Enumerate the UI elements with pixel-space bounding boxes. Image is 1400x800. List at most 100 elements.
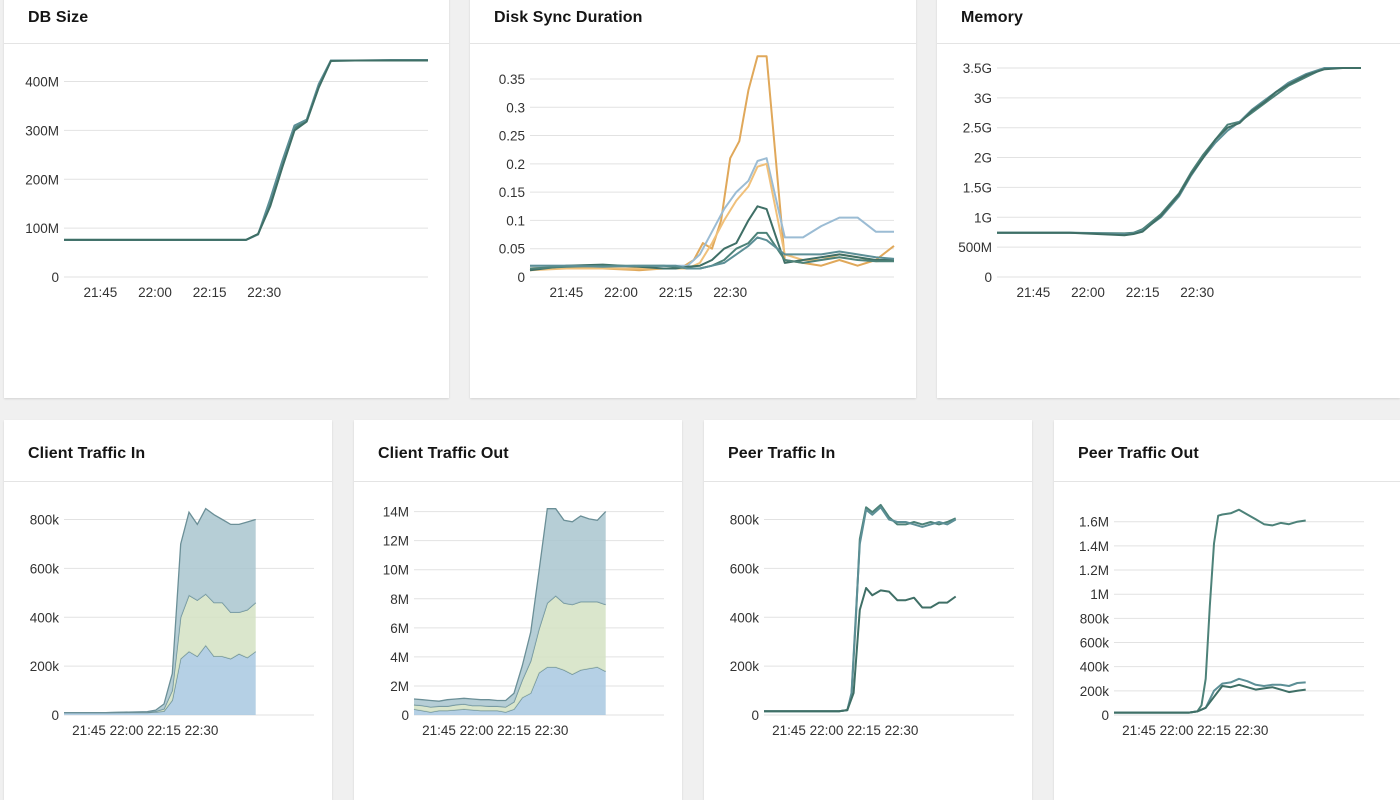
y-tick-label: 8M bbox=[390, 592, 409, 607]
x-tick-label: 21:45 bbox=[422, 723, 456, 738]
area-series-2 bbox=[64, 594, 256, 713]
y-tick-label: 0.05 bbox=[499, 242, 525, 257]
x-tick-label: 22:15 bbox=[847, 723, 881, 738]
chart-card-peer-in: Peer Traffic In 0 200k 400k 600k 800k 21:45 22… bbox=[704, 420, 1032, 800]
y-tick-label: 2G bbox=[974, 151, 992, 166]
y-tick-label: 1.5G bbox=[963, 180, 992, 195]
chart-plot: 0 0.05 0.1 0.15 0.2 0.25 0.3 0.35 21:45 22:00 22:1… bbox=[499, 55, 895, 300]
x-tick-label: 22:15 bbox=[659, 285, 693, 300]
x-tick-label: 22:30 bbox=[247, 285, 281, 300]
chart-card-memory: Memory 0 500M 1G 1.5G 2G 2.5G 3G 3.5G 21:45 22:00… bbox=[937, 0, 1400, 398]
y-tick-label: 1M bbox=[1090, 587, 1109, 602]
y-tick-label: 400k bbox=[730, 610, 760, 625]
y-tick-label: 0 bbox=[517, 270, 525, 285]
y-tick-label: 400M bbox=[25, 75, 59, 90]
card-divider bbox=[4, 481, 332, 482]
x-tick-label: 22:00 bbox=[604, 285, 638, 300]
line-series-1 bbox=[64, 59, 428, 241]
x-tick-label: 22:15 bbox=[193, 285, 227, 300]
y-tick-label: 0 bbox=[984, 270, 992, 285]
x-tick-label: 22:00 bbox=[138, 285, 172, 300]
y-tick-label: 1.6M bbox=[1079, 515, 1109, 530]
line-series-1 bbox=[997, 67, 1361, 235]
area-series-3 bbox=[414, 508, 606, 707]
y-tick-label: 1G bbox=[974, 210, 992, 225]
y-tick-label: 200k bbox=[30, 659, 60, 674]
area-series-2 bbox=[414, 595, 606, 713]
y-tick-label: 400k bbox=[30, 610, 60, 625]
x-tick-label: 22:30 bbox=[1235, 723, 1269, 738]
y-tick-label: 1.2M bbox=[1079, 563, 1109, 578]
card-divider bbox=[937, 43, 1400, 44]
area-series-1 bbox=[64, 645, 256, 715]
x-tick-label: 22:00 bbox=[460, 723, 494, 738]
area-series-1 bbox=[414, 667, 606, 715]
line-series-2 bbox=[64, 59, 428, 241]
area-series-3-edge bbox=[64, 507, 256, 714]
x-tick-label: 22:00 bbox=[110, 723, 144, 738]
x-tick-label: 22:30 bbox=[185, 723, 219, 738]
x-tick-label: 22:30 bbox=[885, 723, 919, 738]
y-tick-label: 0.25 bbox=[499, 129, 525, 144]
chart-plot: 0 200k 400k 600k 800k 1M 1.2M 1.4M 1.6M 21:45 22:0… bbox=[1079, 508, 1364, 738]
chart-plot: 0 2M 4M 6M 8M 10M 12M 14M 21:45 22:00 22:15 22:30 bbox=[383, 505, 664, 738]
x-tick-label: 21:45 bbox=[84, 285, 118, 300]
chart-plot: 0 500M 1G 1.5G 2G 2.5G 3G 3.5G 21:45 22:00 22:15 22… bbox=[958, 61, 1361, 300]
area-series-3 bbox=[64, 508, 256, 713]
x-tick-label: 22:15 bbox=[1197, 723, 1231, 738]
chart-plot: 0 100M 200M 300M 400M 21:45 22:00 22:15 22:30 bbox=[25, 59, 428, 300]
y-tick-label: 0.1 bbox=[506, 213, 525, 228]
card-divider bbox=[4, 43, 449, 44]
y-tick-label: 0.2 bbox=[506, 157, 525, 172]
y-tick-label: 800k bbox=[30, 513, 60, 528]
chart-title: Peer Traffic Out bbox=[1078, 445, 1199, 462]
chart-title: Memory bbox=[961, 9, 1023, 26]
y-tick-label: 200M bbox=[25, 172, 59, 187]
y-tick-label: 500M bbox=[958, 240, 992, 255]
chart-title: DB Size bbox=[28, 9, 89, 26]
line-series-4 bbox=[529, 205, 894, 272]
y-tick-label: 12M bbox=[383, 534, 409, 549]
chart-plot: 0 200k 400k 600k 800k 21:45 22:00 22:15 22:30 bbox=[30, 507, 314, 738]
y-tick-label: 4M bbox=[390, 650, 409, 665]
y-tick-label: 0 bbox=[1101, 708, 1109, 723]
y-tick-label: 600k bbox=[730, 561, 760, 576]
x-tick-label: 22:30 bbox=[713, 285, 747, 300]
chart-title: Client Traffic In bbox=[28, 445, 146, 462]
x-tick-label: 22:30 bbox=[535, 723, 569, 738]
area-series-2-edge bbox=[64, 593, 257, 714]
y-tick-label: 0 bbox=[51, 708, 59, 723]
x-tick-label: 22:15 bbox=[147, 723, 181, 738]
y-tick-label: 800k bbox=[1080, 611, 1110, 626]
y-tick-label: 600k bbox=[30, 561, 60, 576]
y-tick-label: 1.4M bbox=[1079, 539, 1109, 554]
x-tick-label: 22:15 bbox=[1126, 285, 1160, 300]
line-series-3 bbox=[64, 59, 428, 241]
chart-title: Client Traffic Out bbox=[378, 445, 509, 462]
y-tick-label: 0 bbox=[751, 708, 759, 723]
x-tick-label: 21:45 bbox=[1122, 723, 1156, 738]
card-divider bbox=[704, 481, 1032, 482]
line-series-3 bbox=[997, 67, 1361, 237]
y-tick-label: 200k bbox=[730, 659, 760, 674]
y-tick-label: 200k bbox=[1080, 684, 1110, 699]
line-series-3 bbox=[1114, 683, 1306, 714]
y-tick-label: 2.5G bbox=[963, 121, 992, 136]
x-tick-label: 22:00 bbox=[1071, 285, 1105, 300]
y-tick-label: 6M bbox=[390, 621, 409, 636]
y-tick-label: 3.5G bbox=[963, 61, 992, 76]
y-tick-label: 2M bbox=[390, 679, 409, 694]
x-tick-label: 21:45 bbox=[550, 285, 584, 300]
area-series-3-edge bbox=[413, 508, 607, 702]
y-tick-label: 600k bbox=[1080, 636, 1110, 651]
x-tick-label: 22:30 bbox=[1180, 285, 1214, 300]
chart-card-peer-out: Peer Traffic Out 0 200k 400k 600k 800k 1M 1.2M… bbox=[1054, 420, 1400, 800]
y-tick-label: 0.3 bbox=[506, 100, 525, 115]
line-series-1 bbox=[1114, 508, 1306, 714]
chart-title: Peer Traffic In bbox=[728, 445, 836, 462]
line-series-2 bbox=[1114, 677, 1306, 714]
card-divider bbox=[470, 43, 916, 44]
x-tick-label: 22:00 bbox=[810, 723, 844, 738]
y-tick-label: 0.35 bbox=[499, 72, 525, 87]
x-tick-label: 22:00 bbox=[1160, 723, 1194, 738]
